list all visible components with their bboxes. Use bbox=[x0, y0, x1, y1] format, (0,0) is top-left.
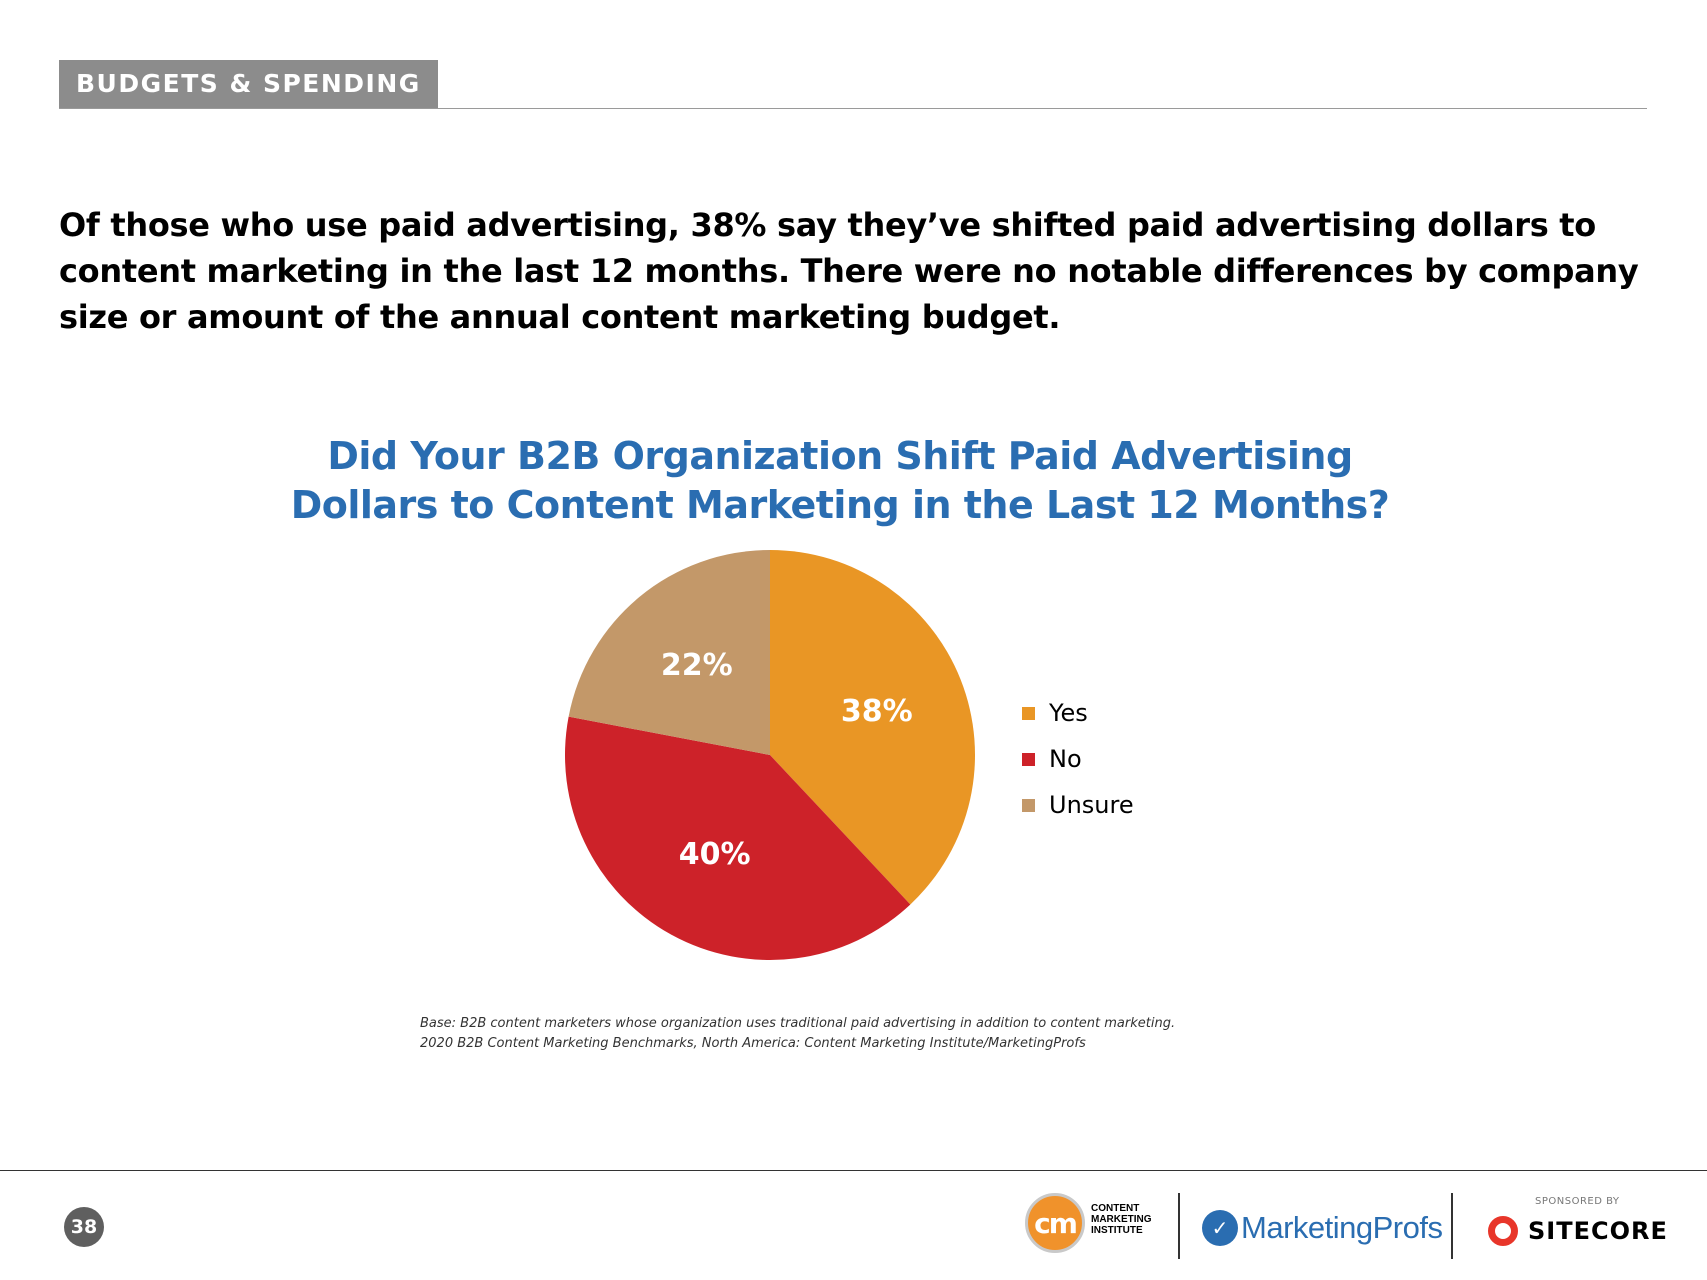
chart-title: Did Your B2B Organization Shift Paid Adv… bbox=[240, 432, 1440, 530]
legend-label-unsure: Unsure bbox=[1049, 791, 1134, 819]
legend-swatch-unsure bbox=[1022, 798, 1035, 812]
footer-logo-divider bbox=[1451, 1193, 1453, 1259]
sponsored-by-label: SPONSORED BY bbox=[1535, 1196, 1620, 1207]
page-number: 38 bbox=[64, 1207, 104, 1247]
section-divider bbox=[59, 108, 1647, 109]
headline: Of those who use paid advertising, 38% s… bbox=[59, 206, 1639, 336]
legend-item-no: No bbox=[1022, 736, 1134, 782]
legend-label-yes: Yes bbox=[1049, 699, 1088, 727]
legend-label-no: No bbox=[1049, 745, 1082, 773]
footer-logo-divider bbox=[1178, 1193, 1180, 1259]
legend: Yes No Unsure bbox=[1022, 690, 1134, 828]
legend-item-yes: Yes bbox=[1022, 690, 1134, 736]
legend-swatch-no bbox=[1022, 752, 1035, 766]
pie-chart: 38% 40% 22% bbox=[565, 550, 975, 960]
pie-slice-unsure bbox=[568, 550, 770, 755]
chart-title-line-1: Did Your B2B Organization Shift Paid Adv… bbox=[327, 434, 1353, 478]
chart-source-note: Base: B2B content marketers whose organi… bbox=[420, 1014, 1320, 1054]
legend-swatch-yes bbox=[1022, 706, 1035, 720]
marketingprofs-mark-icon: ✓ bbox=[1202, 1210, 1238, 1246]
chart-title-line-2: Dollars to Content Marketing in the Last… bbox=[290, 483, 1390, 527]
cmi-name: CONTENT MARKETING INSTITUTE bbox=[1091, 1203, 1152, 1236]
marketingprofs-name: MarketingProfs bbox=[1241, 1210, 1443, 1245]
legend-item-unsure: Unsure bbox=[1022, 782, 1134, 828]
marketingprofs-logo-icon: ✓ MarketingProfs bbox=[1202, 1204, 1443, 1252]
pie-label-no: 40% bbox=[679, 837, 751, 872]
pie-label-yes: 38% bbox=[841, 694, 913, 729]
base-note: Base: B2B content marketers whose organi… bbox=[420, 1016, 1176, 1031]
pie-label-unsure: 22% bbox=[661, 648, 733, 683]
sitecore-logo-icon: SITECORE bbox=[1488, 1212, 1668, 1250]
sitecore-name: SITECORE bbox=[1528, 1217, 1668, 1245]
pie-slice-no bbox=[565, 716, 911, 960]
source-note: 2020 B2B Content Marketing Benchmarks, N… bbox=[420, 1036, 1086, 1051]
pie-slice-yes bbox=[770, 550, 975, 905]
sitecore-mark-icon bbox=[1488, 1216, 1518, 1246]
footer-divider bbox=[0, 1170, 1707, 1171]
section-tab: BUDGETS & SPENDING bbox=[59, 60, 438, 108]
cmi-logo-icon: cm CONTENT MARKETING INSTITUTE bbox=[1025, 1193, 1160, 1257]
cmi-mark: cm bbox=[1025, 1193, 1085, 1253]
